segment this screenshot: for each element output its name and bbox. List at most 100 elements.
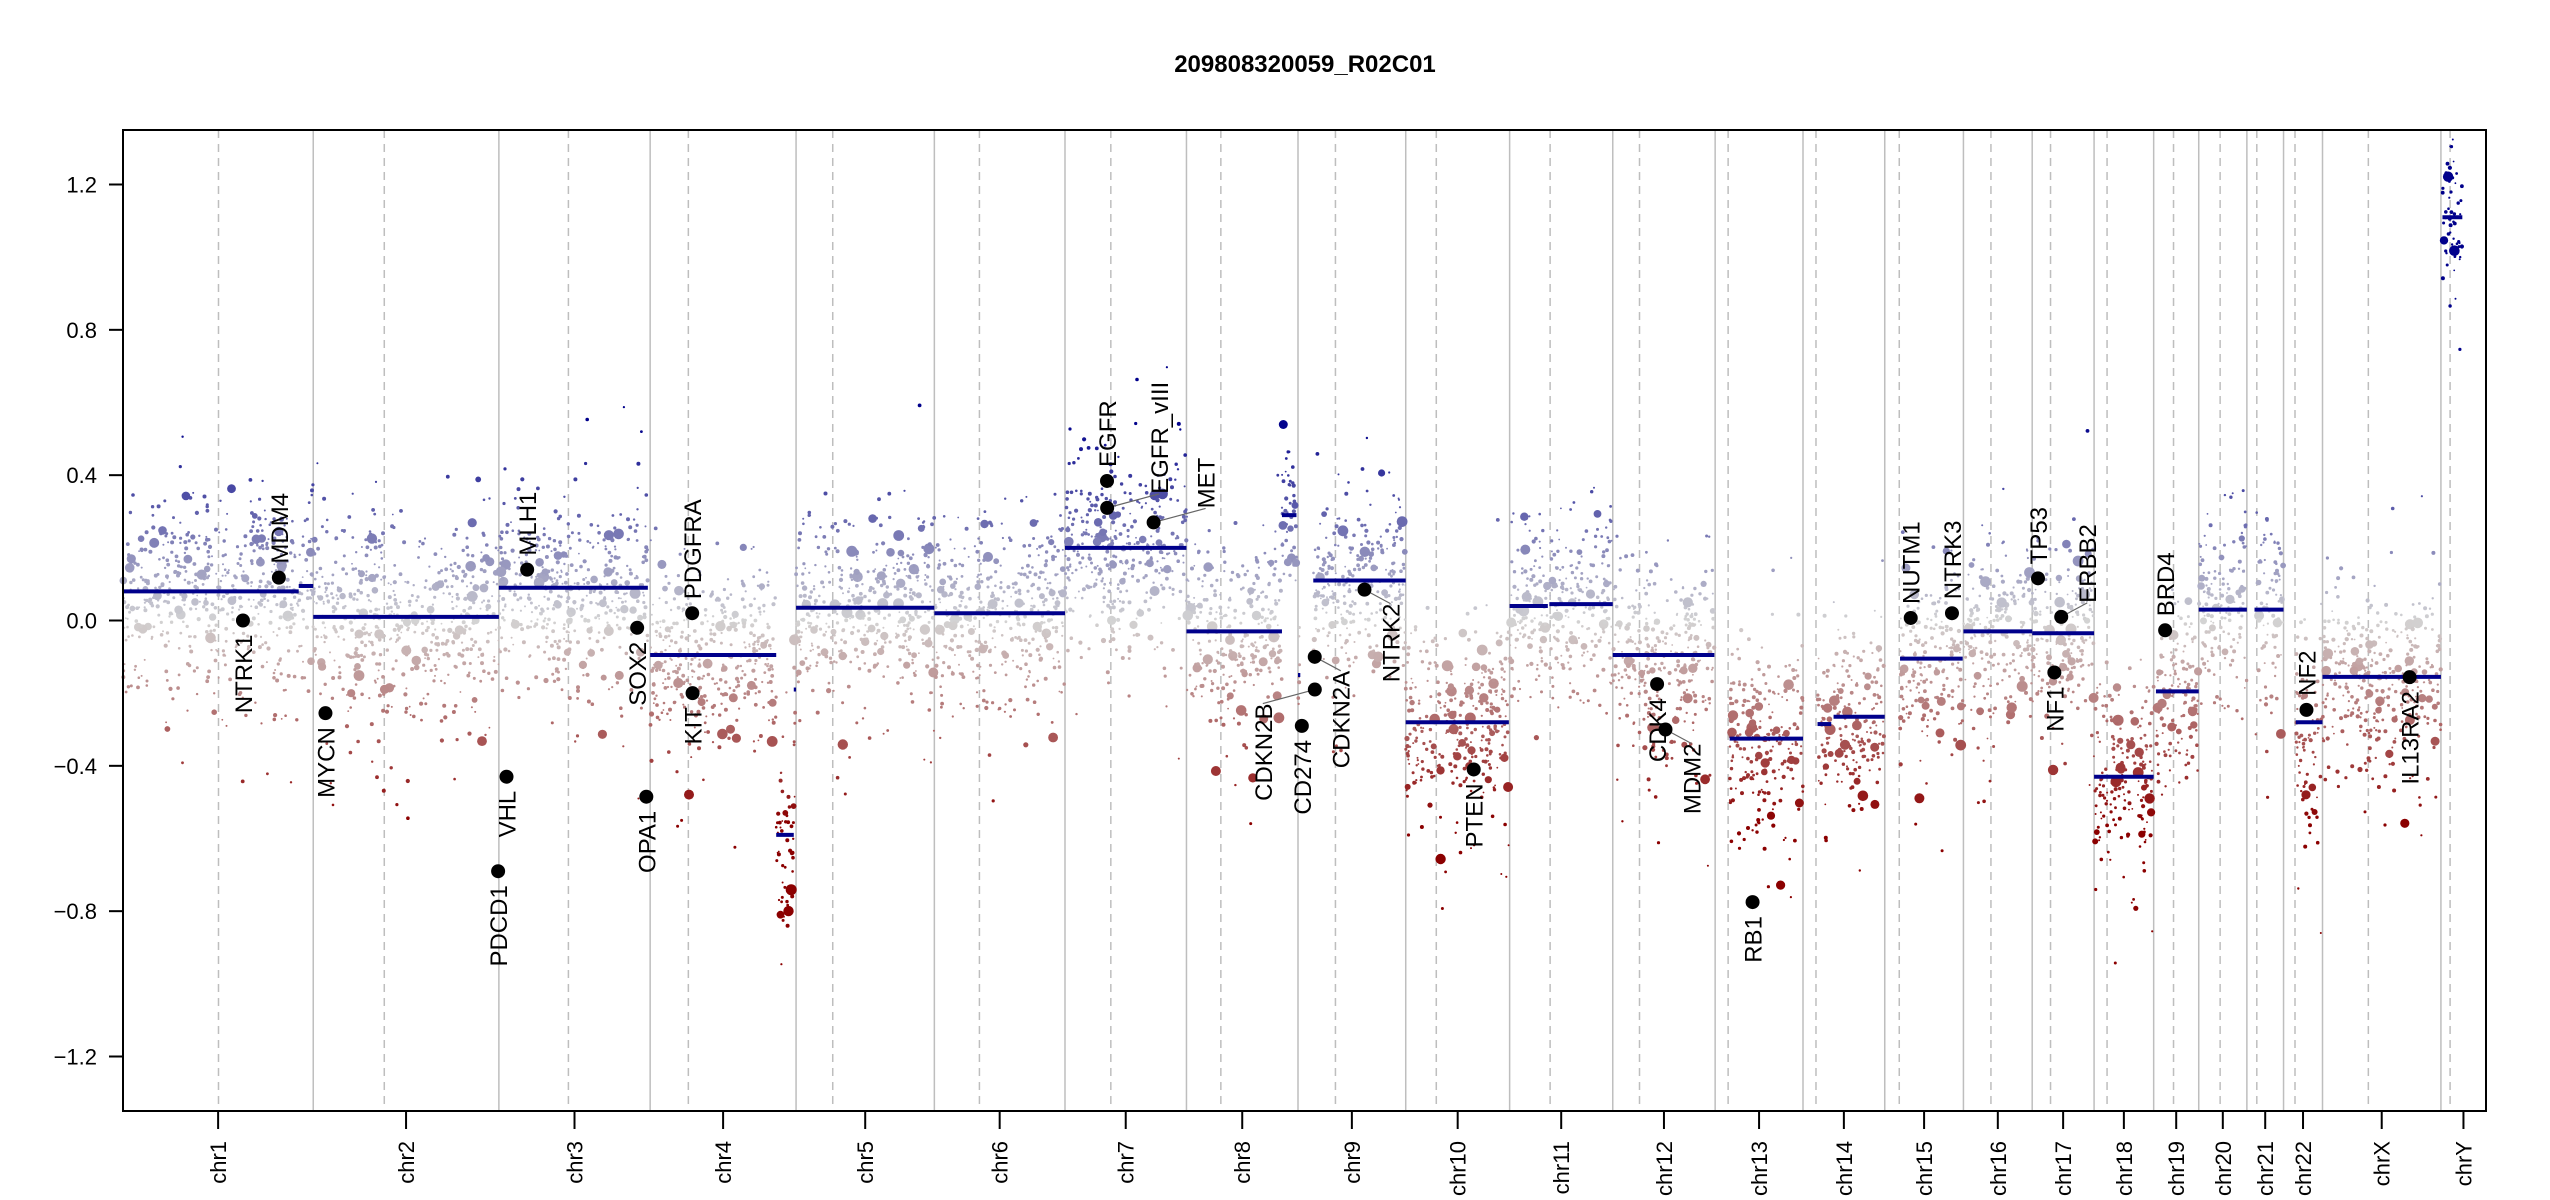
probe-point [1598,703,1602,707]
probe-point [251,616,256,621]
probe-point [136,562,140,567]
probe-point [1261,590,1265,594]
probe-point [431,618,436,622]
probe-point [208,613,217,621]
probe-point [274,669,277,671]
probe-point [586,568,591,572]
probe-point [596,602,600,606]
probe-point [1506,630,1511,635]
probe-point [629,606,637,614]
probe-point [1347,481,1350,484]
probe-point [1292,545,1296,550]
probe-point [315,571,319,574]
probe-point [1754,823,1758,827]
probe-point [500,688,505,693]
probe-point [1196,625,1200,628]
probe-point [1645,621,1649,626]
probe-point [1206,619,1209,623]
probe-point [1427,802,1433,808]
probe-point [338,665,341,669]
probe-point [1107,567,1112,571]
probe-point [143,601,146,604]
probe-point [866,570,870,574]
probe-point [689,662,693,666]
probe-point [241,696,244,699]
probe-point [960,672,964,676]
probe-point [750,547,753,550]
probe-point [1129,620,1138,630]
probe-point [927,556,930,559]
probe-point [685,678,690,683]
probe-point [219,608,222,612]
probe-point [556,642,559,646]
probe-point [213,606,218,610]
probe-point [1471,689,1475,692]
probe-point [1480,702,1484,706]
probe-point [1037,554,1040,557]
probe-point [1357,567,1362,572]
probe-point [953,580,958,585]
probe-point [1653,795,1658,799]
probe-point [1366,540,1371,545]
probe-point [1353,655,1358,660]
probe-point [774,695,778,699]
probe-point [273,563,276,566]
probe-point [1048,539,1055,546]
probe-point [1056,548,1060,553]
probe-point [1485,738,1489,742]
probe-point [222,563,224,566]
probe-point [1256,617,1259,620]
probe-point [673,700,677,704]
probe-point [148,549,153,554]
probe-point [1045,629,1050,634]
probe-point [1386,629,1398,641]
probe-point [977,558,981,562]
probe-point [1561,591,1564,594]
probe-point [767,667,772,672]
probe-point [1059,514,1062,517]
probe-point [676,676,679,679]
probe-point [187,539,191,543]
probe-point [629,633,633,636]
probe-point [979,665,982,668]
probe-point [449,563,453,567]
probe-point [1144,491,1149,495]
probe-point [1651,646,1654,650]
probe-point [644,525,647,528]
probe-point [1232,717,1236,720]
probe-point [1208,669,1212,673]
probe-point [1064,608,1067,611]
probe-point [746,690,750,694]
probe-point [396,633,399,637]
probe-point [449,568,452,571]
probe-point [1587,627,1591,630]
probe-point [1694,773,1698,778]
probe-point [1512,512,1515,515]
probe-point [454,625,465,635]
probe-point [1125,562,1128,565]
probe-point [1134,421,1138,426]
probe-point [1674,632,1678,636]
probe-point [285,585,289,589]
probe-point [189,635,192,638]
probe-point [243,534,248,539]
probe-point [492,581,495,584]
probe-point [127,635,130,638]
probe-point [1210,766,1221,776]
probe-point [1250,653,1255,658]
probe-point [179,631,183,635]
probe-point [681,610,684,613]
probe-point [628,568,632,572]
probe-point [1099,526,1102,529]
probe-point [206,562,210,566]
probe-point [419,701,424,706]
probe-point [1381,589,1388,596]
probe-point [1543,622,1548,626]
probe-point [551,672,555,676]
probe-point [960,600,963,603]
probe-point [780,900,783,904]
probe-point [1586,577,1589,580]
probe-point [1664,752,1669,757]
probe-point [535,575,538,578]
probe-point [636,508,639,511]
